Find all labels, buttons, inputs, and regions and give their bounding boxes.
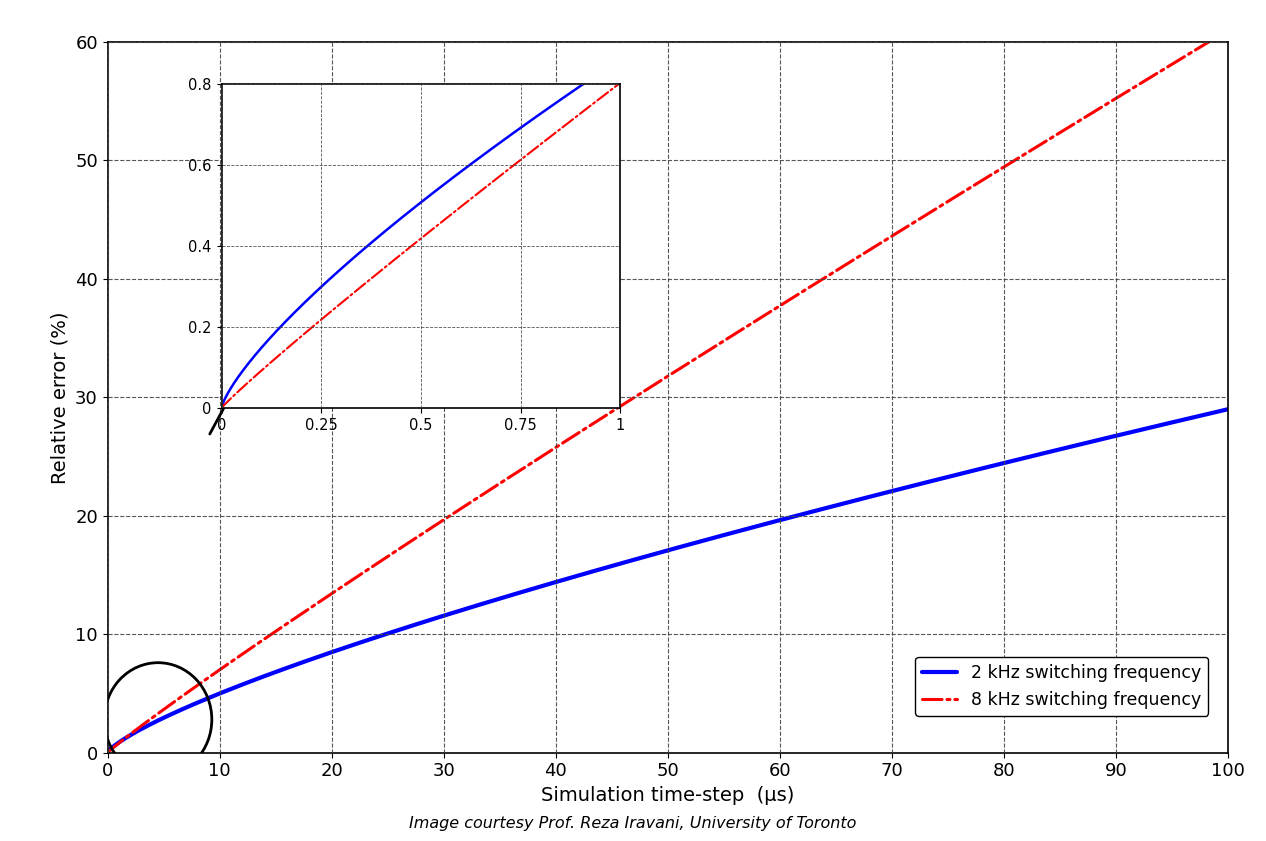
8 kHz switching frequency xyxy=(1220,25,1236,35)
Line: 2 kHz switching frequency: 2 kHz switching frequency xyxy=(108,410,1228,753)
8 kHz switching frequency xyxy=(982,171,998,181)
Legend: 2 kHz switching frequency, 8 kHz switching frequency: 2 kHz switching frequency, 8 kHz switchi… xyxy=(915,657,1208,716)
2 kHz switching frequency xyxy=(644,549,660,559)
Line: 8 kHz switching frequency: 8 kHz switching frequency xyxy=(108,30,1228,753)
Text: Image courtesy Prof. Reza Iravani, University of Toronto: Image courtesy Prof. Reza Iravani, Unive… xyxy=(409,817,857,832)
8 kHz switching frequency xyxy=(100,748,115,758)
8 kHz switching frequency xyxy=(615,399,630,410)
2 kHz switching frequency xyxy=(982,462,998,472)
X-axis label: Simulation time-step  (μs): Simulation time-step (μs) xyxy=(541,786,795,805)
2 kHz switching frequency xyxy=(100,748,115,758)
8 kHz switching frequency xyxy=(644,381,660,391)
2 kHz switching frequency xyxy=(1188,412,1203,422)
2 kHz switching frequency xyxy=(157,712,172,722)
8 kHz switching frequency xyxy=(157,704,172,714)
8 kHz switching frequency xyxy=(1188,45,1203,56)
2 kHz switching frequency xyxy=(615,558,630,568)
2 kHz switching frequency xyxy=(1188,412,1203,422)
2 kHz switching frequency xyxy=(1220,405,1236,415)
8 kHz switching frequency xyxy=(1188,45,1203,55)
Y-axis label: Relative error (%): Relative error (%) xyxy=(51,311,70,484)
